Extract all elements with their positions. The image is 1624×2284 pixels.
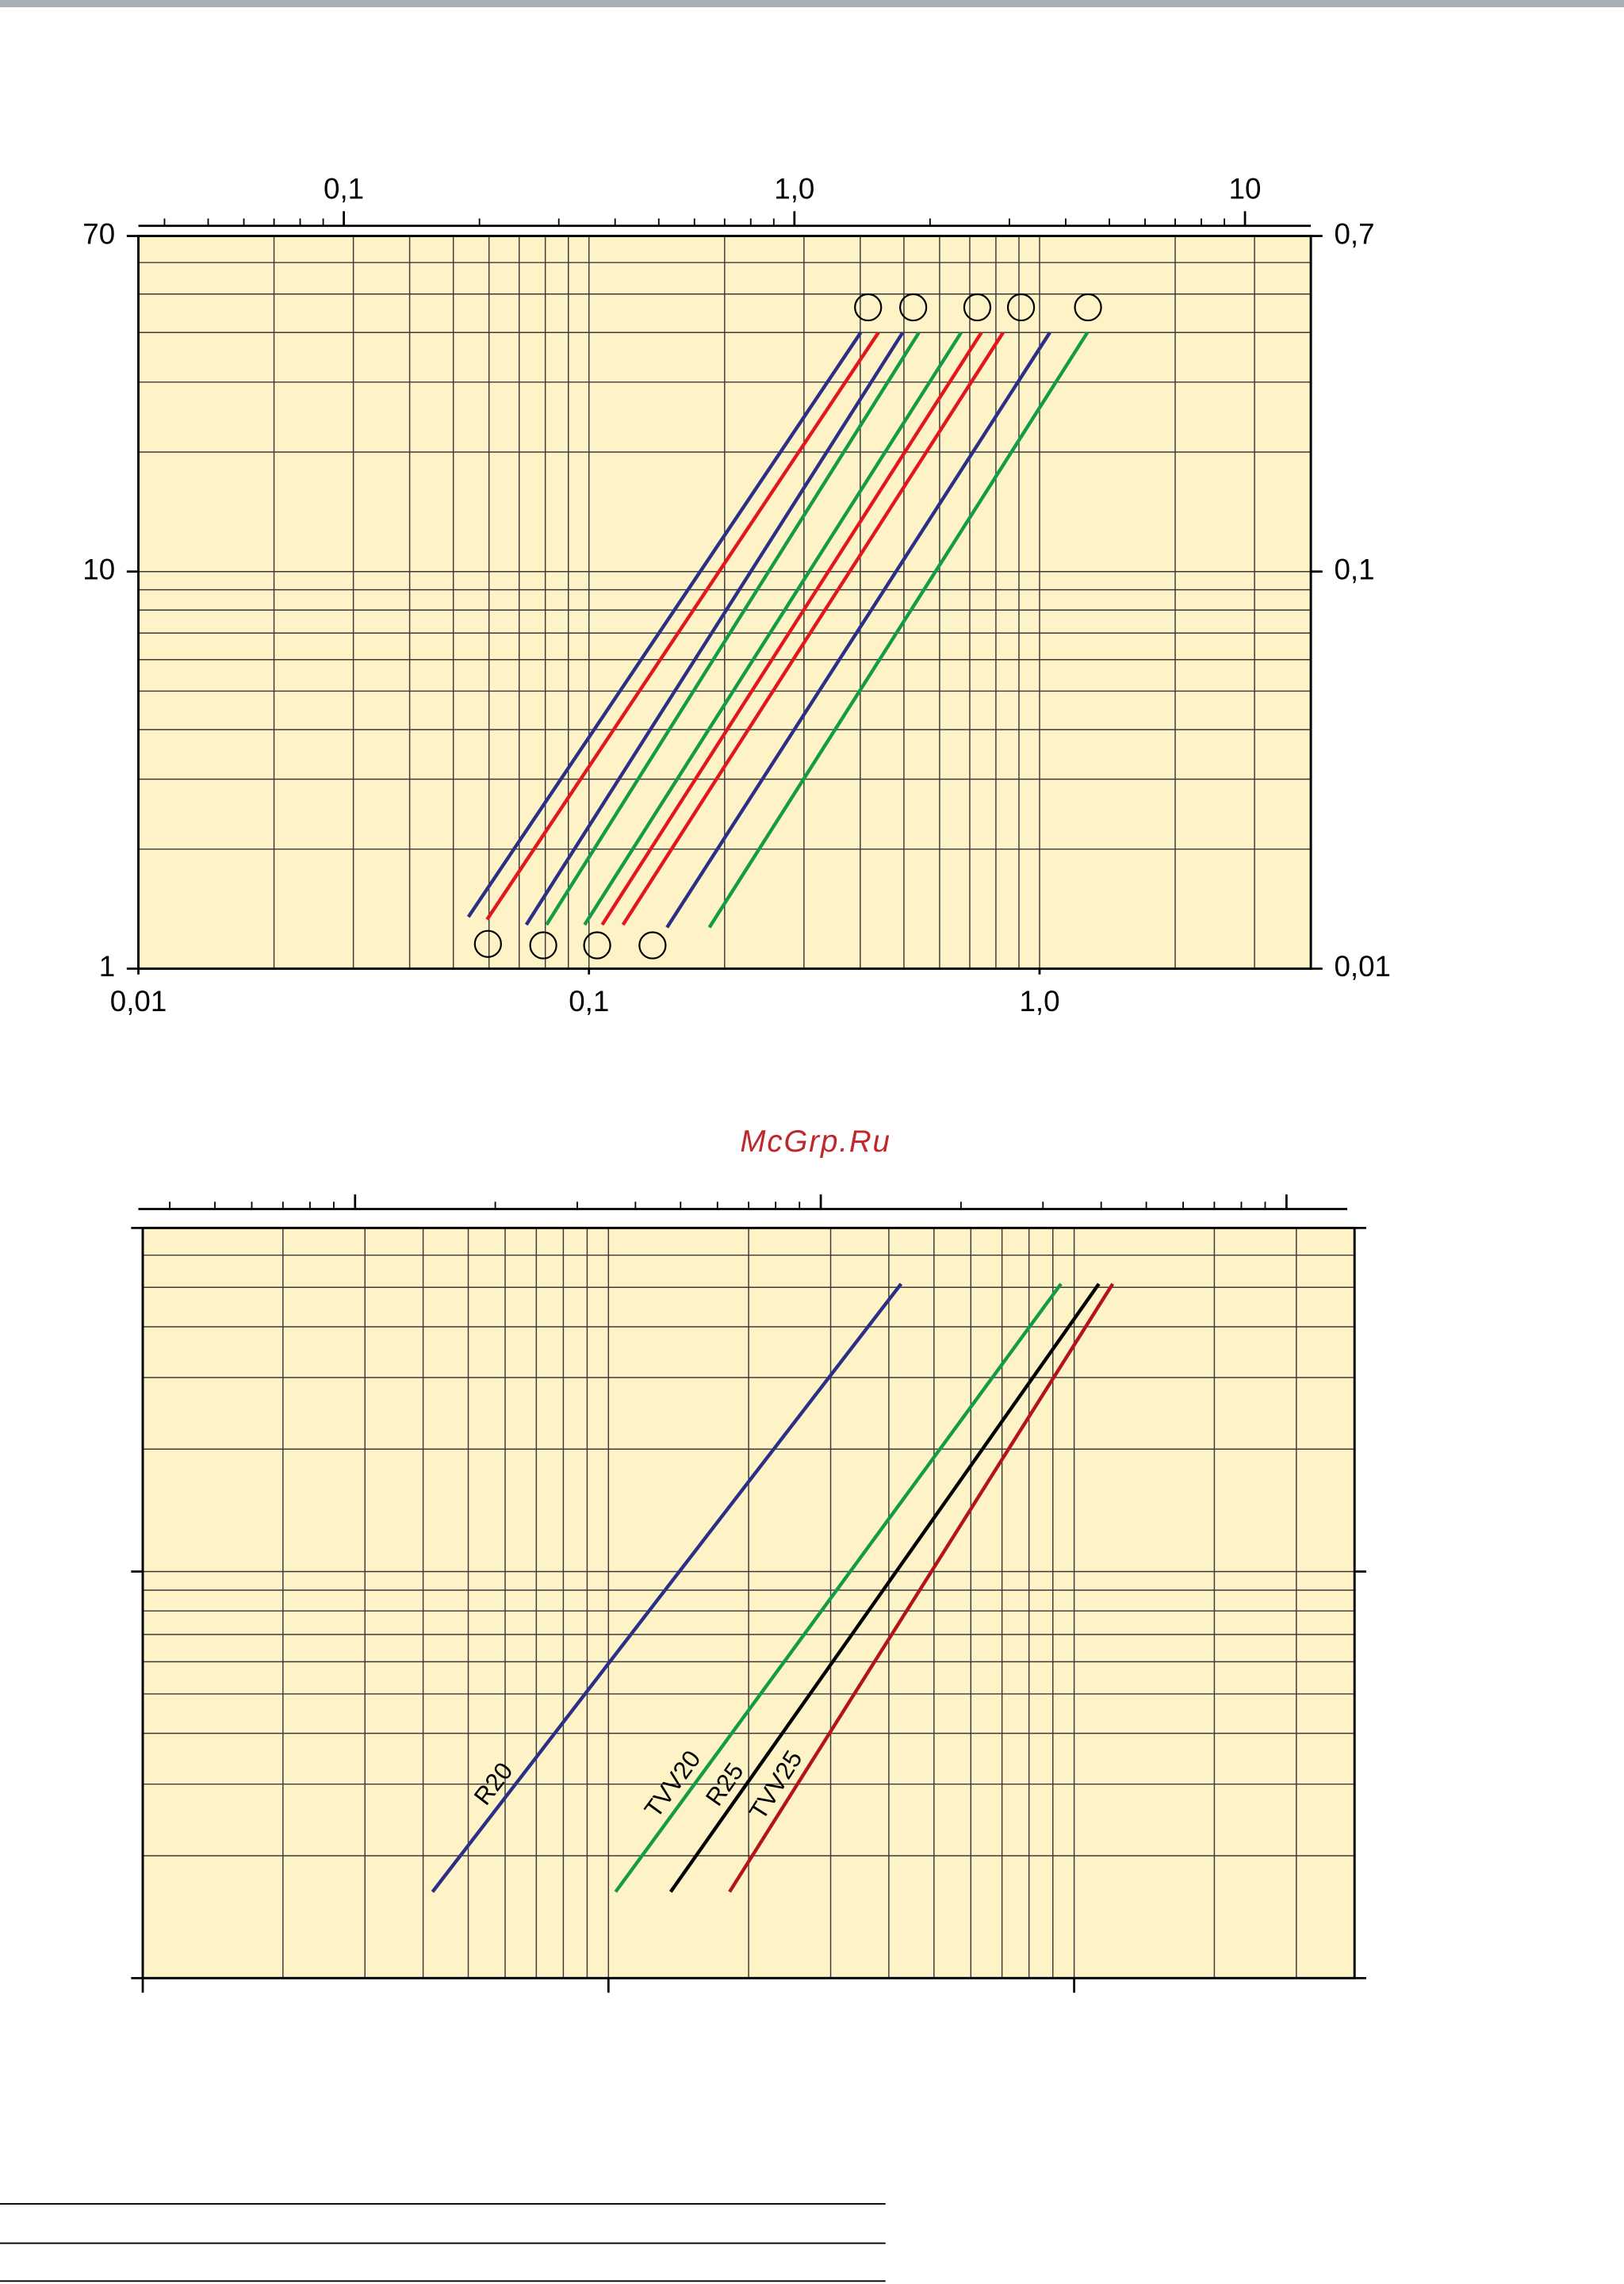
series-line — [668, 1282, 1101, 1893]
series-line — [665, 331, 1051, 929]
series-line — [600, 331, 983, 926]
y2-tick-label: 0,1 — [1334, 553, 1374, 585]
y-tick-label: 10 — [82, 553, 115, 585]
x-tick-label: 0,1 — [569, 985, 609, 1017]
x-tick-label: 0,01 — [110, 985, 167, 1017]
marker-circle — [854, 293, 883, 322]
series-line — [621, 331, 1005, 926]
series-line — [431, 1282, 903, 1893]
x2-tick-label: 10 — [1229, 172, 1262, 205]
marker-circle — [1074, 293, 1102, 322]
y-tick-label: 1 — [99, 950, 115, 983]
y2-tick-label: 0,7 — [1334, 217, 1374, 250]
marker-circles — [473, 293, 1102, 960]
y-tick-label: 70 — [82, 217, 115, 250]
marker-circle — [583, 931, 611, 960]
plot-frame — [141, 1226, 1356, 1979]
series-line — [485, 331, 880, 921]
marker-circle — [899, 293, 928, 322]
marker-circle — [473, 929, 502, 958]
series-line — [614, 1282, 1063, 1893]
series-line — [466, 331, 863, 918]
marker-circle — [638, 931, 667, 960]
series-line — [545, 331, 921, 926]
top-bar — [0, 0, 1624, 8]
marker-circle — [1006, 293, 1036, 322]
plot-frame — [137, 235, 1312, 970]
x2-tick-label: 0,1 — [324, 172, 364, 205]
series-line — [728, 1282, 1115, 1893]
marker-circle — [529, 931, 557, 960]
y2-tick-label: 0,01 — [1334, 950, 1390, 983]
x-tick-label: 1,0 — [1019, 985, 1059, 1017]
series-line — [583, 331, 963, 926]
x2-tick-label: 1,0 — [774, 172, 814, 205]
watermark: McGrp.Ru — [740, 1125, 891, 1159]
marker-circle — [963, 293, 992, 322]
series-line — [524, 331, 905, 926]
series-line — [707, 331, 1090, 929]
